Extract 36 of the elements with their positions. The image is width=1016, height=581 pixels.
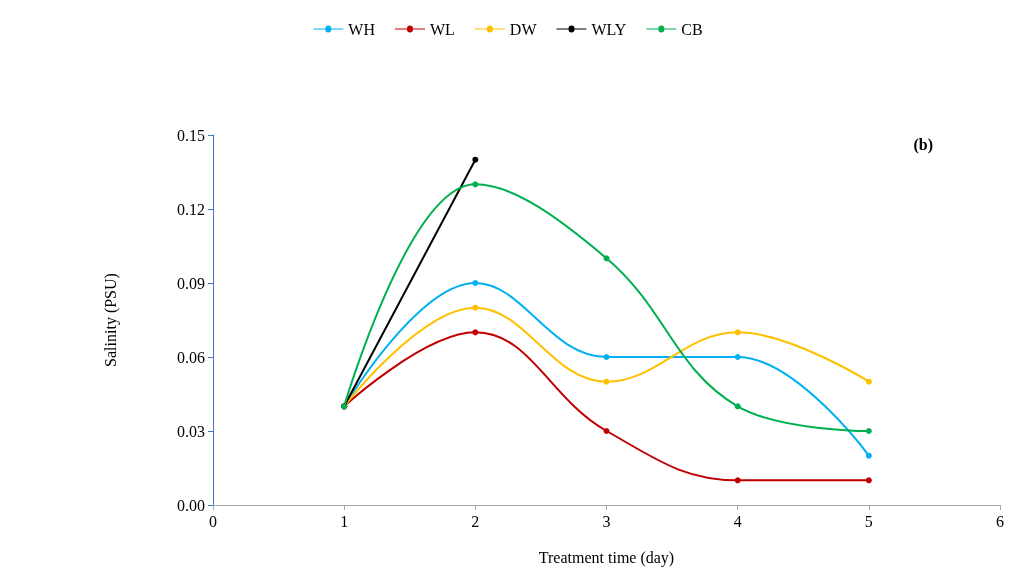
- point: [472, 156, 479, 163]
- point: [603, 428, 610, 434]
- y-tick-label: 0.09: [177, 274, 205, 292]
- point: [472, 329, 479, 336]
- y-tick-label: 0.00: [177, 496, 205, 514]
- point: [865, 378, 872, 385]
- point: [472, 280, 479, 286]
- legend-label: CB: [681, 20, 703, 38]
- x-tick-label: 0: [209, 512, 217, 530]
- point: [865, 477, 872, 484]
- point: [472, 181, 479, 188]
- x-tick-label: 5: [864, 512, 873, 530]
- legend-label: WH: [348, 20, 376, 38]
- y-axis-title: Salinity (PSU): [101, 273, 120, 367]
- x-tick-label: 2: [471, 512, 480, 530]
- point: [472, 304, 479, 311]
- legend-label: WL: [429, 20, 455, 38]
- x-tick-label: 1: [340, 512, 349, 530]
- point: [603, 354, 610, 360]
- point: [865, 452, 872, 459]
- y-tick-label: 0.06: [177, 348, 205, 366]
- y-tick-label: 0.03: [177, 422, 205, 440]
- point: [734, 329, 741, 336]
- y-tick-label: 0.15: [177, 126, 205, 144]
- legend-label: WLY: [591, 20, 627, 38]
- x-tick-label: 6: [996, 512, 1004, 530]
- y-tick-label: 0.12: [177, 200, 205, 218]
- point: [734, 354, 741, 360]
- annotation: (b): [913, 135, 934, 154]
- point: [734, 477, 741, 484]
- point: [734, 403, 741, 410]
- x-tick-label: 4: [733, 512, 742, 530]
- legend-label: DW: [509, 20, 538, 38]
- x-tick-label: 3: [602, 512, 611, 530]
- point: [865, 428, 872, 434]
- x-axis-title: Treatment time (day): [538, 548, 675, 567]
